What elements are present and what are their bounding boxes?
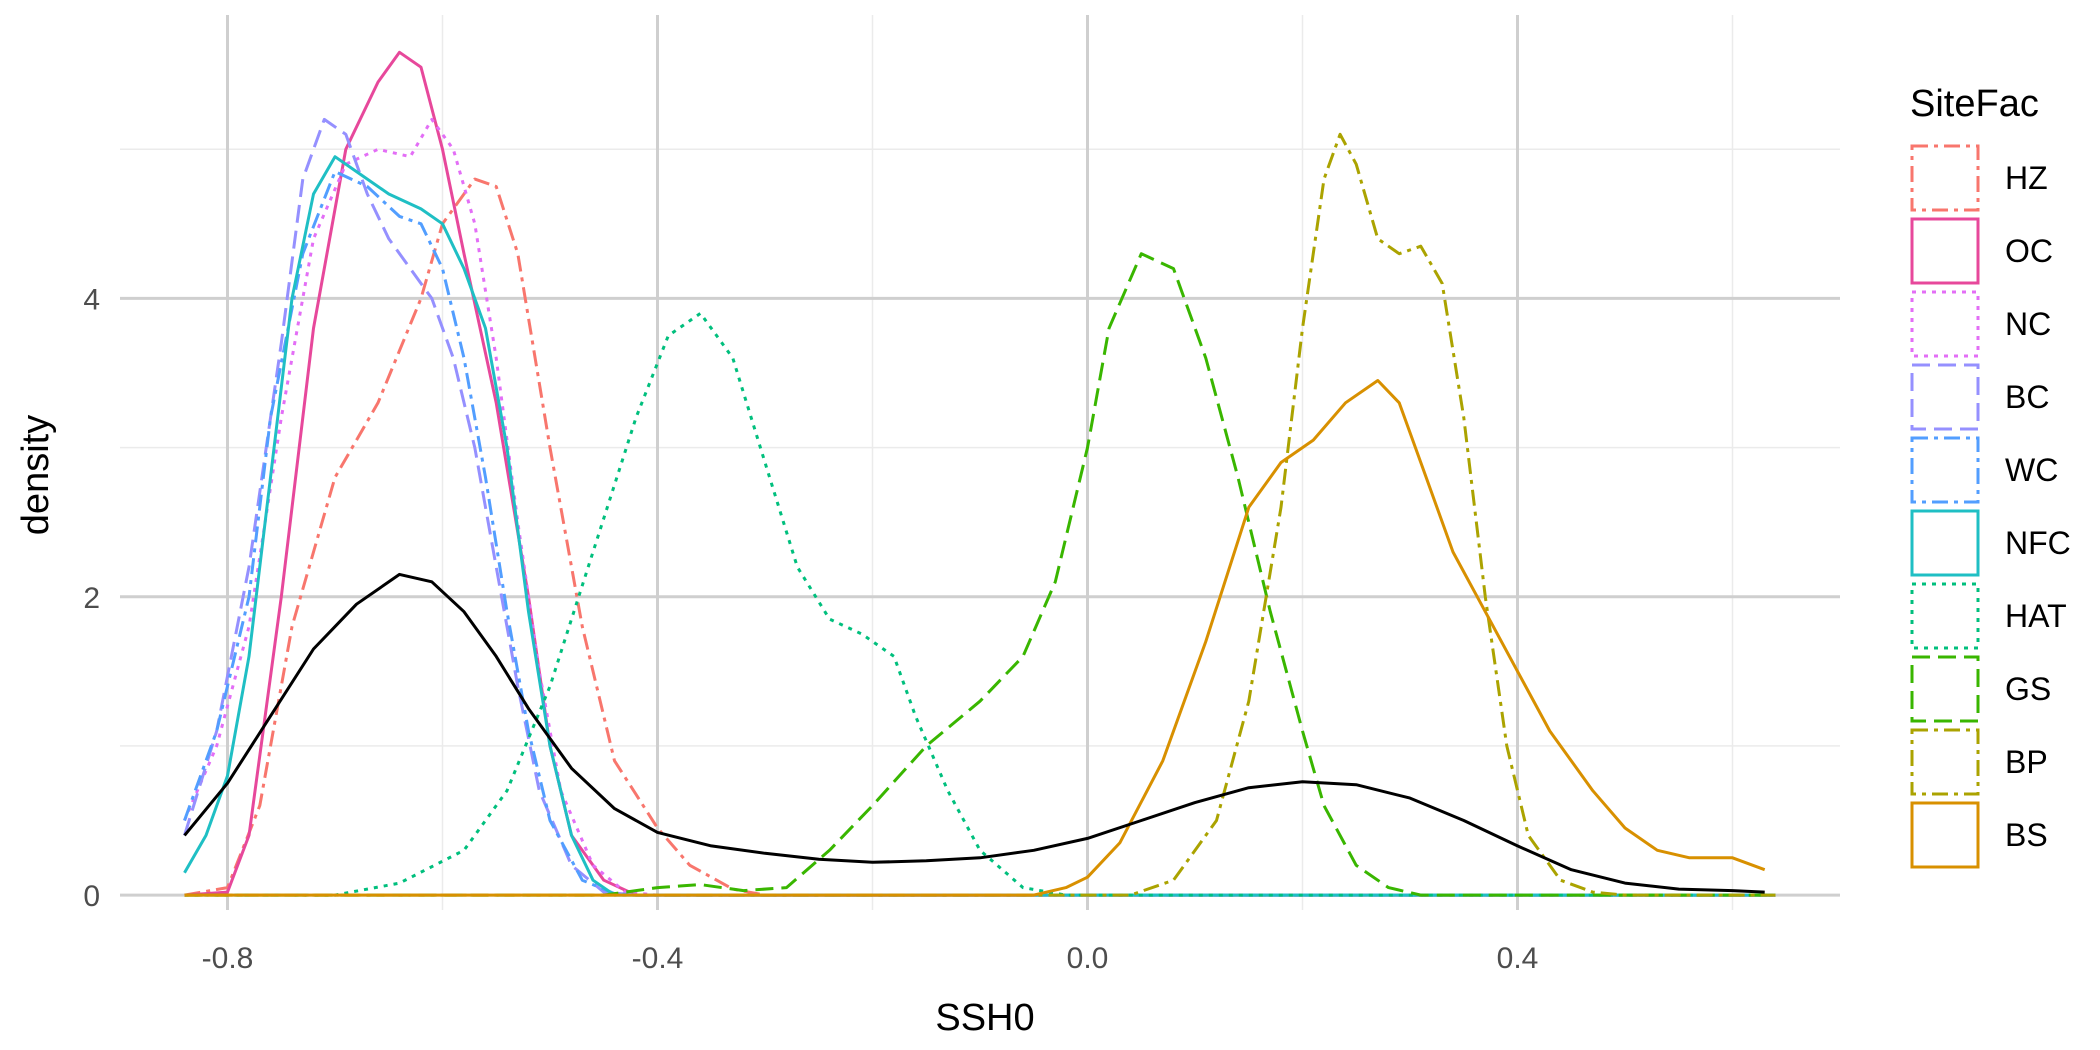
legend-key-hat	[1910, 582, 1980, 650]
x-tick-label: 0.0	[1067, 942, 1109, 975]
series-line-bc	[183, 117, 1776, 897]
x-tick-label: 0.4	[1497, 942, 1539, 975]
series-layer	[183, 50, 1776, 897]
legend: SiteFac HZ OC NC BC WC NFC HAT GS BP BS	[1910, 83, 2071, 869]
series-line-hz	[184, 177, 1776, 897]
series-line-overall	[183, 572, 1765, 894]
series-line-hat	[184, 311, 1776, 897]
series-line-bp	[184, 132, 1776, 897]
series-line-gs	[184, 252, 1776, 897]
series-line-nc	[183, 117, 1776, 897]
axis-layer: -0.8 -0.4 0.0 0.4 0 2 4	[83, 283, 1538, 975]
legend-key-wc	[1910, 436, 1980, 504]
x-tick-label: -0.4	[632, 942, 684, 975]
legend-label-oc: OC	[2005, 233, 2053, 269]
x-tick-label: -0.8	[202, 942, 254, 975]
legend-label-bs: BS	[2005, 817, 2048, 853]
y-axis-title: density	[15, 415, 57, 535]
legend-key-bp	[1910, 728, 1980, 796]
legend-key-nc	[1910, 290, 1980, 358]
legend-label-wc: WC	[2005, 452, 2058, 488]
legend-label-gs: GS	[2005, 671, 2051, 707]
legend-label-hz: HZ	[2005, 160, 2048, 196]
x-axis-title: SSH0	[935, 997, 1034, 1039]
legend-label-nfc: NFC	[2005, 525, 2071, 561]
legend-key-bc	[1910, 363, 1980, 431]
series-line-oc	[184, 50, 1776, 897]
legend-key-oc	[1910, 217, 1980, 285]
legend-key-bs	[1910, 801, 1980, 869]
legend-title: SiteFac	[1910, 83, 2039, 125]
y-tick-label: 4	[83, 283, 100, 316]
series-line-wc	[183, 170, 1776, 897]
y-tick-label: 0	[83, 880, 100, 913]
series-line-bs	[184, 379, 1766, 897]
legend-label-nc: NC	[2005, 306, 2051, 342]
legend-label-bc: BC	[2005, 379, 2049, 415]
legend-key-nfc	[1910, 509, 1980, 577]
series-line-nfc	[183, 155, 1776, 897]
legend-label-hat: HAT	[2005, 598, 2067, 634]
legend-label-bp: BP	[2005, 744, 2048, 780]
legend-key-hz	[1910, 144, 1980, 212]
y-tick-label: 2	[83, 582, 100, 615]
legend-key-gs	[1910, 655, 1980, 723]
